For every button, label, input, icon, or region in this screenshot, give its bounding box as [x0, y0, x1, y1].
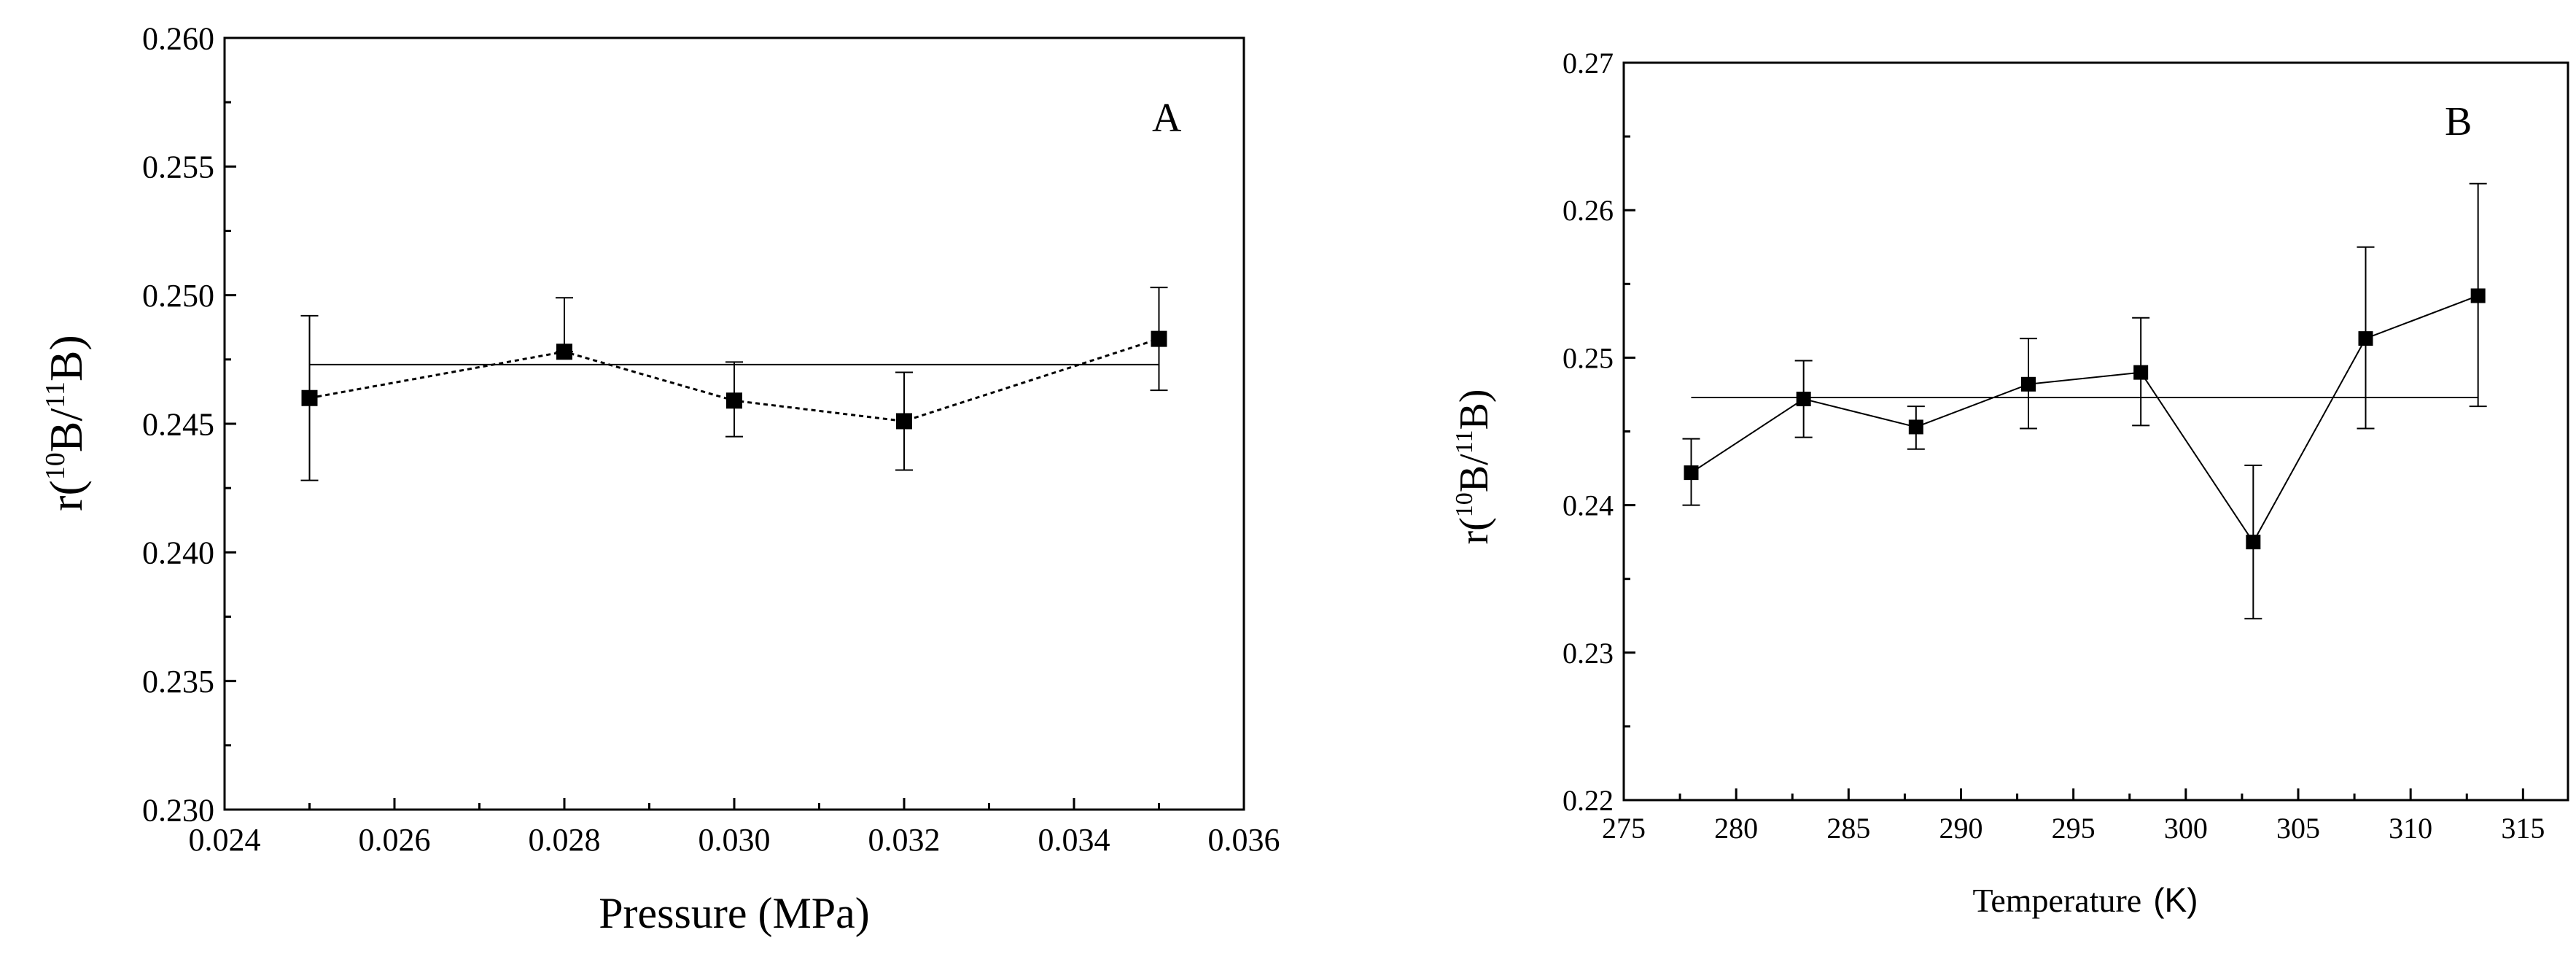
data-point [896, 413, 912, 430]
y-tick-label: 0.230 [142, 792, 214, 828]
x-tick-label: 280 [1714, 812, 1758, 845]
x-tick-label: 0.034 [1038, 822, 1110, 858]
x-ticks-a: 0.024 0.026 0.028 0.030 0.032 0.034 0.036 [189, 798, 1280, 858]
x-tick-label: 285 [1826, 812, 1870, 845]
panel-a: 0.230 0.235 0.240 0.245 0.250 0.255 0.260 0.02… [40, 20, 1280, 937]
y-title-prefix-a: r( [40, 480, 92, 511]
y-title-sup1-a: 10 [40, 452, 71, 480]
data-point [556, 344, 572, 360]
y-tick-label: 0.260 [142, 20, 214, 56]
x-title-b-text: Temperature [1972, 882, 2141, 919]
y-tick-label: 0.26 [1563, 194, 1614, 227]
y-ticks-a: 0.230 0.235 0.240 0.245 0.250 0.255 0.260 [142, 20, 236, 828]
data-point [1151, 330, 1167, 347]
y-tick-label: 0.255 [142, 150, 214, 185]
plot-frame-b [1622, 61, 2569, 802]
y-axis-title-a: r(10B/11B) [40, 335, 92, 511]
x-tick-label: 295 [2052, 812, 2096, 845]
y-title-prefix-b: r( [1452, 517, 1497, 544]
x-axis-title-b: Temperature (K) [1972, 881, 2198, 919]
y-tick-label: 0.235 [142, 664, 214, 699]
series-line [1690, 295, 2479, 544]
x-tick-label: 0.028 [529, 822, 601, 858]
plot-area-b [1682, 182, 2487, 620]
y-tick-label: 0.25 [1563, 341, 1614, 374]
y-ticks-b: 0.22 0.23 0.24 0.25 0.26 0.27 [1563, 47, 1635, 817]
panel-label-b: B [2445, 99, 2472, 144]
data-point [2470, 288, 2486, 303]
panel-b: 0.22 0.23 0.24 0.25 0.26 0.27 275 280 285 290 295… [1451, 47, 2569, 919]
x-tick-label: 315 [2501, 812, 2545, 845]
x-tick-label: 300 [2164, 812, 2208, 845]
x-ticks-b: 275 280 285 290 295 300 305 310 315 [1602, 788, 2545, 845]
data-point [1908, 419, 1923, 435]
y-title-sup2-b: 11 [1451, 430, 1478, 454]
x-tick-label: 275 [1602, 812, 1646, 845]
x-tick-label: 305 [2276, 812, 2320, 845]
data-point [1684, 465, 1699, 481]
panel-label-a: A [1152, 96, 1182, 141]
x-tick-label: 0.030 [699, 822, 771, 858]
x-tick-label: 0.032 [868, 822, 941, 858]
x-tick-label: 0.024 [189, 822, 261, 858]
x-title-b-unit: (K) [2153, 881, 2198, 919]
y-tick-label: 0.23 [1563, 637, 1614, 670]
data-point [2246, 535, 2261, 550]
data-point [2133, 365, 2149, 380]
y-title-mid-b: B/ [1452, 454, 1497, 492]
y-title-sup1-b: 10 [1451, 492, 1478, 517]
data-point [1796, 392, 1811, 407]
y-tick-label: 0.24 [1563, 489, 1614, 522]
x-tick-label: 310 [2389, 812, 2432, 845]
x-tick-label: 0.036 [1208, 822, 1280, 858]
y-title-suffix-b: B) [1452, 389, 1497, 430]
y-tick-label: 0.27 [1563, 47, 1614, 80]
data-point [2021, 376, 2036, 392]
y-title-mid-a: B/ [40, 408, 92, 453]
x-axis-title-a: Pressure (MPa) [599, 889, 870, 937]
y-axis-title-b: r(10B/11B) [1451, 389, 1497, 545]
data-point [2358, 331, 2373, 346]
y-tick-label: 0.240 [142, 535, 214, 571]
y-tick-label: 0.22 [1563, 784, 1614, 817]
x-tick-label: 0.026 [359, 822, 431, 858]
x-tick-label: 290 [1939, 812, 1983, 845]
plot-area-a [300, 287, 1168, 481]
y-tick-label: 0.245 [142, 406, 214, 442]
data-point [301, 389, 318, 406]
y-tick-label: 0.250 [142, 278, 214, 314]
y-title-suffix-a: B) [40, 335, 92, 381]
data-point [726, 392, 742, 409]
y-title-sup2-a: 11 [40, 381, 71, 408]
